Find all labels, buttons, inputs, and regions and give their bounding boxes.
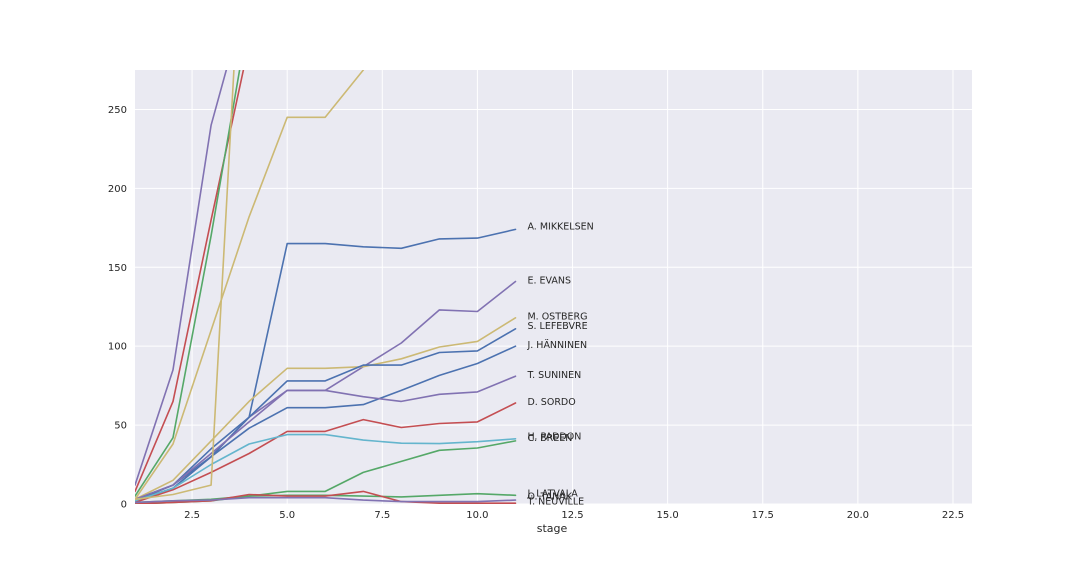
- x-gridlines: [191, 70, 954, 504]
- series-line: [135, 70, 235, 501]
- y-tick-label: 0: [121, 500, 127, 511]
- y-tick-label: 150: [108, 263, 127, 274]
- series-line: [135, 70, 228, 486]
- y-tick-label: 200: [108, 184, 127, 195]
- y-tick-label: 50: [114, 421, 127, 432]
- series-line: [135, 490, 517, 504]
- series-line: [135, 316, 517, 501]
- x-tick-label: 2.5: [184, 510, 200, 521]
- series-label: E. EVANS: [527, 275, 571, 286]
- x-tick-label: 7.5: [374, 510, 390, 521]
- series-line: [135, 402, 517, 504]
- series-label: J. HÄNNINEN: [526, 340, 587, 351]
- series-lines: [135, 70, 517, 504]
- series-label: M. OSTBERG: [527, 312, 587, 323]
- series-label: O. TANAK: [527, 492, 572, 503]
- series-label: D. SORDO: [527, 397, 575, 408]
- y-gridlines: [135, 108, 972, 505]
- x-tick-labels: 2.5 5.0 7.5 10.0 12.5 15.0 17.5 20.0 22.5: [184, 510, 964, 521]
- x-tick-label: 10.0: [466, 510, 488, 521]
- series-label: T. NEUVILLE: [526, 496, 584, 507]
- x-tick-label: 17.5: [752, 510, 774, 521]
- series-label: T. SUNINEN: [526, 370, 581, 381]
- series-line: [135, 375, 517, 501]
- y-tick-labels: 0 50 100 150 200 250: [108, 105, 127, 511]
- x-tick-label: 15.0: [657, 510, 679, 521]
- series-label: S. LEFEBVRE: [527, 321, 587, 332]
- x-tick-label: 22.5: [942, 510, 964, 521]
- series-label: C. BREEN: [527, 433, 572, 444]
- series-label: A. MIKKELSEN: [527, 222, 593, 233]
- series-line: [135, 70, 365, 501]
- plot-background: [135, 70, 972, 504]
- series-line: [135, 327, 517, 502]
- series-line: [135, 70, 241, 497]
- x-axis-label: stage: [537, 522, 568, 535]
- series-line: [135, 345, 517, 502]
- y-tick-label: 100: [108, 342, 127, 353]
- series-label: H. PADDON: [527, 432, 581, 443]
- series-line: [135, 496, 517, 504]
- series-line: [135, 228, 517, 501]
- x-tick-label: 20.0: [847, 510, 869, 521]
- x-tick-label: 5.0: [279, 510, 295, 521]
- series-label: J. LATVALA: [526, 488, 578, 499]
- x-tick-label: 12.5: [561, 510, 583, 521]
- series-line: [135, 433, 517, 502]
- y-tick-label: 250: [108, 105, 127, 116]
